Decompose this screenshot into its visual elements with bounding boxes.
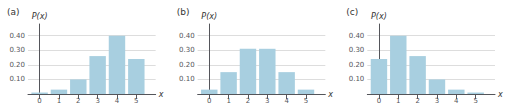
svg-text:4: 4 — [454, 97, 459, 105]
svg-text:0.40: 0.40 — [349, 32, 365, 40]
svg-text:0.30: 0.30 — [349, 46, 365, 54]
svg-text:0.30: 0.30 — [179, 46, 195, 54]
svg-text:0.20: 0.20 — [179, 61, 195, 69]
svg-text:2: 2 — [415, 97, 419, 105]
svg-text:x: x — [497, 90, 503, 99]
svg-text:3: 3 — [435, 97, 439, 105]
svg-text:x: x — [158, 90, 164, 99]
svg-text:1: 1 — [57, 97, 61, 105]
svg-text:3: 3 — [95, 97, 99, 105]
svg-text:5: 5 — [304, 97, 308, 105]
svg-text:0.20: 0.20 — [349, 61, 365, 69]
svg-text:4: 4 — [115, 97, 120, 105]
svg-text:4: 4 — [284, 97, 289, 105]
svg-text:0: 0 — [207, 97, 211, 105]
svg-text:0.40: 0.40 — [9, 32, 25, 40]
svg-text:P(x): P(x) — [201, 12, 217, 21]
svg-text:0.30: 0.30 — [9, 46, 25, 54]
svg-text:0: 0 — [37, 97, 41, 105]
svg-text:5: 5 — [134, 97, 138, 105]
svg-text:P(x): P(x) — [32, 12, 48, 21]
svg-text:1: 1 — [226, 97, 230, 105]
svg-text:0.10: 0.10 — [349, 75, 365, 83]
svg-text:P(x): P(x) — [371, 12, 387, 21]
svg-text:0.20: 0.20 — [9, 61, 25, 69]
svg-text:2: 2 — [246, 97, 250, 105]
svg-text:3: 3 — [265, 97, 269, 105]
svg-text:(c): (c) — [346, 7, 358, 17]
svg-text:(b): (b) — [177, 7, 190, 17]
svg-text:0.40: 0.40 — [179, 32, 195, 40]
svg-text:1: 1 — [396, 97, 400, 105]
svg-text:0.10: 0.10 — [9, 75, 25, 83]
svg-text:(a): (a) — [7, 7, 20, 17]
svg-text:2: 2 — [76, 97, 80, 105]
svg-text:5: 5 — [473, 97, 477, 105]
svg-text:0.10: 0.10 — [179, 75, 195, 83]
svg-text:x: x — [327, 90, 333, 99]
svg-text:0: 0 — [377, 97, 381, 105]
